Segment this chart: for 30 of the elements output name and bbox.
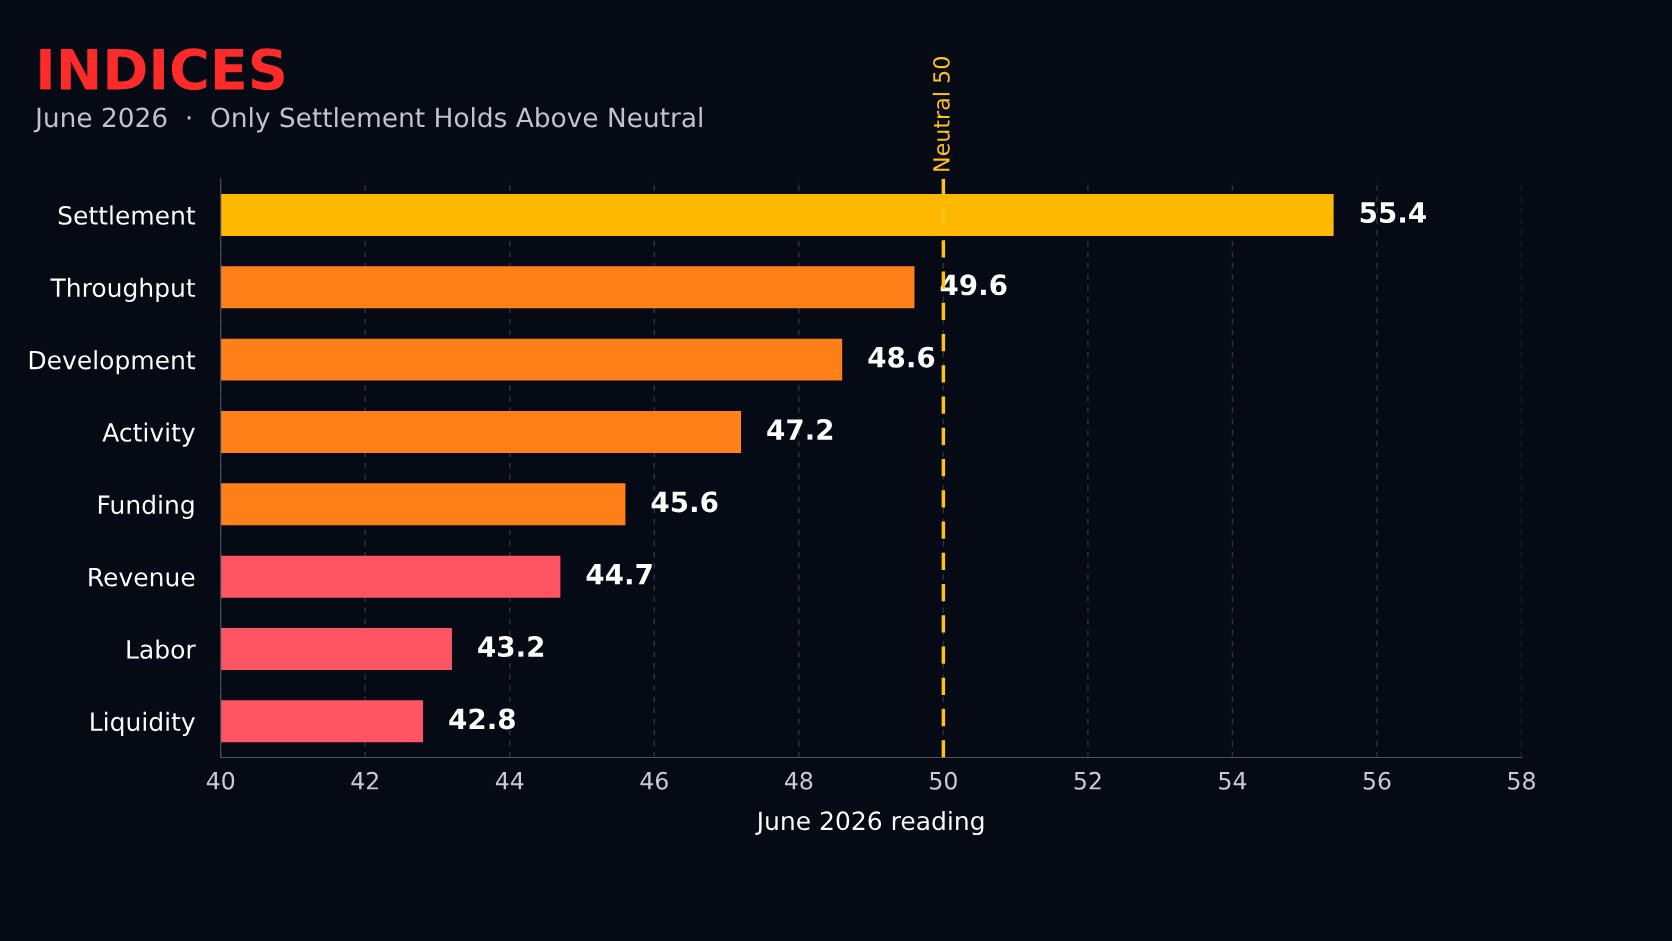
x-tick-label: 54 bbox=[1219, 772, 1247, 790]
y-tick-label: Settlement bbox=[58, 205, 196, 225]
x-tick-label: 44 bbox=[495, 772, 524, 790]
chart-title: INDICES bbox=[40, 48, 284, 91]
y-tick-label: Development bbox=[29, 350, 196, 375]
y-tick-label: Liquidity bbox=[91, 711, 195, 737]
x-tick-label: 46 bbox=[640, 771, 668, 790]
x-tick-label: 50 bbox=[930, 771, 957, 790]
x-tick-label: 58 bbox=[1508, 771, 1535, 790]
ref-line-label: Neutral 50 bbox=[932, 57, 950, 171]
y-tick-label: Revenue bbox=[89, 567, 195, 587]
data-label: 44.7 bbox=[586, 564, 652, 585]
data-label: 49.6 bbox=[940, 274, 1007, 296]
y-tick-label: Throughput bbox=[50, 277, 196, 302]
y-tick-label: Funding bbox=[98, 494, 194, 520]
data-label: 48.6 bbox=[868, 346, 935, 368]
x-tick-label: 40 bbox=[206, 771, 235, 790]
y-tick-label: Activity bbox=[102, 422, 195, 447]
x-tick-label: 48 bbox=[784, 771, 813, 790]
data-label: 45.6 bbox=[651, 491, 718, 513]
chart-subtitle: June 2026 · Only Settlement Holds Above Neutral bbox=[33, 106, 702, 133]
y-tick-label: Labor bbox=[127, 639, 196, 659]
data-label: 47.2 bbox=[767, 419, 833, 440]
data-label: 55.4 bbox=[1360, 202, 1426, 224]
x-tick-label: 56 bbox=[1363, 771, 1391, 790]
x-tick-label: 42 bbox=[351, 771, 378, 790]
x-tick-label: 52 bbox=[1074, 771, 1101, 790]
data-label: 43.2 bbox=[478, 636, 544, 658]
x-axis-title: June 2026 reading bbox=[755, 810, 984, 836]
data-label: 42.8 bbox=[449, 708, 515, 730]
